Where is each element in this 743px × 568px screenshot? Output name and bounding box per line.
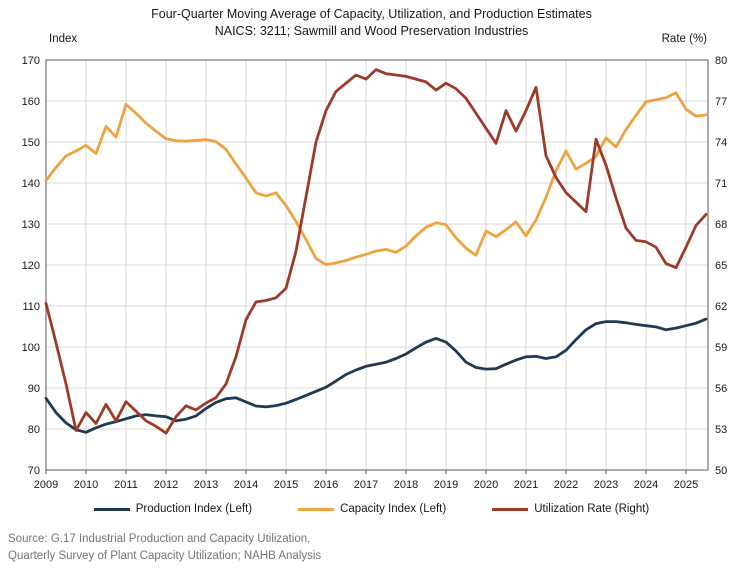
svg-text:2015: 2015 bbox=[274, 479, 298, 491]
svg-text:80: 80 bbox=[28, 424, 40, 436]
svg-text:50: 50 bbox=[715, 465, 727, 477]
svg-text:2018: 2018 bbox=[394, 479, 418, 491]
svg-text:90: 90 bbox=[28, 383, 40, 395]
svg-text:110: 110 bbox=[22, 301, 40, 313]
chart-title-line1: Four-Quarter Moving Average of Capacity,… bbox=[151, 7, 592, 21]
svg-text:74: 74 bbox=[715, 137, 727, 149]
svg-text:59: 59 bbox=[715, 342, 727, 354]
svg-text:160: 160 bbox=[22, 96, 40, 108]
legend-label-capacity: Capacity Index (Left) bbox=[340, 503, 447, 515]
legend-label-utilization: Utilization Rate (Right) bbox=[534, 503, 650, 515]
svg-text:65: 65 bbox=[715, 260, 727, 272]
svg-text:130: 130 bbox=[22, 219, 40, 231]
capacity-line-swatch bbox=[298, 507, 335, 511]
svg-text:80: 80 bbox=[715, 55, 727, 67]
utilization-line-swatch bbox=[492, 507, 529, 511]
svg-text:2010: 2010 bbox=[74, 479, 98, 491]
svg-text:150: 150 bbox=[22, 137, 40, 149]
right-axis-label: Rate (%) bbox=[661, 33, 707, 45]
svg-text:100: 100 bbox=[22, 342, 40, 354]
legend-item-production: Production Index (Left) bbox=[93, 503, 253, 515]
svg-text:2013: 2013 bbox=[194, 479, 218, 491]
svg-text:2017: 2017 bbox=[354, 479, 378, 491]
svg-text:2021: 2021 bbox=[514, 479, 538, 491]
svg-text:62: 62 bbox=[715, 301, 727, 313]
svg-text:2025: 2025 bbox=[674, 479, 698, 491]
svg-text:120: 120 bbox=[22, 260, 40, 272]
source-line2: Quarterly Survey of Plant Capacity Utili… bbox=[8, 549, 322, 562]
svg-text:2014: 2014 bbox=[234, 479, 258, 491]
svg-text:77: 77 bbox=[715, 96, 727, 108]
source-line1: Source: G.17 Industrial Production and C… bbox=[8, 533, 311, 545]
svg-text:53: 53 bbox=[715, 424, 727, 436]
svg-text:2019: 2019 bbox=[434, 479, 458, 491]
chart-title-line2: NAICS: 3211; Sawmill and Wood Preservati… bbox=[214, 24, 529, 38]
svg-text:2009: 2009 bbox=[34, 479, 58, 491]
svg-text:2012: 2012 bbox=[154, 479, 178, 491]
svg-text:2022: 2022 bbox=[554, 479, 578, 491]
svg-text:70: 70 bbox=[28, 465, 40, 477]
left-axis-label: Index bbox=[49, 33, 78, 45]
production-line-swatch bbox=[93, 507, 130, 511]
svg-text:71: 71 bbox=[715, 178, 727, 190]
chart-legend: Production Index (Left) Capacity Index (… bbox=[0, 503, 743, 515]
legend-label-production: Production Index (Left) bbox=[135, 503, 253, 515]
svg-text:2011: 2011 bbox=[114, 479, 138, 491]
legend-item-capacity: Capacity Index (Left) bbox=[298, 503, 446, 515]
svg-text:140: 140 bbox=[22, 178, 40, 190]
svg-text:68: 68 bbox=[715, 219, 727, 231]
svg-text:2016: 2016 bbox=[314, 479, 338, 491]
legend-item-utilization: Utilization Rate (Right) bbox=[492, 503, 649, 515]
svg-text:2020: 2020 bbox=[474, 479, 498, 491]
svg-text:2023: 2023 bbox=[594, 479, 618, 491]
svg-text:2024: 2024 bbox=[634, 479, 658, 491]
svg-text:170: 170 bbox=[22, 55, 40, 67]
source-note: Source: G.17 Industrial Production and C… bbox=[8, 531, 321, 564]
svg-text:56: 56 bbox=[715, 383, 727, 395]
